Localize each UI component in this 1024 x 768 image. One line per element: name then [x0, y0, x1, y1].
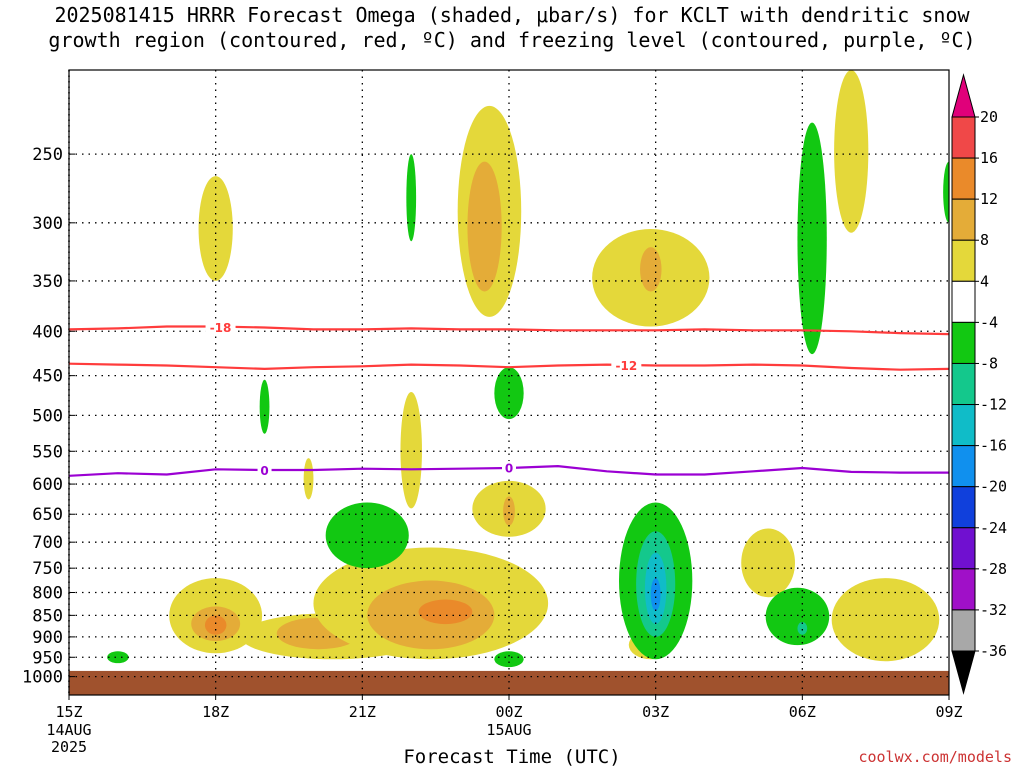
contour-line-minus12-1 [69, 362, 949, 371]
x-tick-label-06Z: 06Z [789, 703, 816, 721]
colorbar-bin-6 [951, 362, 976, 406]
y-tick-label-550: 550 [32, 442, 63, 462]
grid-layer [68, 70, 949, 695]
colorbar-label--32: -32 [980, 601, 1007, 619]
y-tick-label-400: 400 [32, 322, 63, 342]
y-tick-label-850: 850 [32, 606, 63, 626]
omega-region-omega-4-8-5 [834, 70, 869, 233]
omega-region-omega-m4-m8-32 [765, 587, 830, 646]
y-tick-label-700: 700 [32, 533, 63, 553]
x-tick-label-03Z: 03Z [642, 703, 669, 721]
x-axis-title: Forecast Time (UTC) [403, 746, 621, 768]
colorbar-bin-0 [951, 116, 976, 159]
contour-label-2: 0 [260, 464, 268, 478]
colorbar-label-8: 8 [980, 231, 989, 249]
contour-label-bg-0 [205, 320, 236, 335]
omega-region-omega-4-8-0 [198, 176, 233, 281]
colorbar-label--12: -12 [980, 396, 1007, 414]
omega-region-omega-8-12-2 [467, 161, 502, 292]
y-tick-label-650: 650 [32, 505, 63, 525]
omega-region-omega-8-12-9 [503, 496, 515, 526]
omega-region-omega-m4-m8-25 [259, 379, 270, 434]
colorbar-label-12: 12 [980, 190, 998, 208]
colorbar-label--24: -24 [980, 519, 1007, 537]
colorbar-bin-10 [951, 527, 976, 570]
colorbar-bin-5 [951, 321, 976, 364]
colorbar-label--16: -16 [980, 437, 1007, 455]
omega-region-omega-4-8-20 [741, 528, 795, 598]
x-tick-label-21Z: 21Z [349, 703, 376, 721]
y-tick-label-250: 250 [32, 145, 63, 165]
omega-region-omega-m8-m12-33 [797, 621, 808, 635]
x-tick-label-09Z: 09Z [935, 703, 962, 721]
y-tick-label-950: 950 [32, 648, 63, 668]
omega-region-omega-m4-m8-34 [107, 651, 129, 664]
colorbar-bin-4 [951, 280, 976, 323]
x-tick-label-00Z: 00Z [495, 703, 522, 721]
colorbar: 20 16 12 8 4 -4 -8 -12 -16 -20 -24 -28 -32 -36 [951, 73, 1007, 695]
omega-region-omega-m4-m8-23 [797, 122, 827, 355]
omega-region-omega-12-16-17 [418, 599, 473, 625]
omega-region-omega-m4-m8-24 [943, 161, 949, 223]
y-tick-label-450: 450 [32, 367, 63, 387]
colorbar-top-triangle [951, 73, 976, 118]
colorbar-bin-12 [951, 609, 976, 652]
omega-region-omega-4-8-21 [831, 578, 940, 662]
y-axis-pressure: 2503003504004505005506006507007508008509… [22, 145, 75, 688]
y-tick-label-600: 600 [32, 475, 63, 495]
colorbar-bin-3 [951, 239, 976, 282]
colorbar-label-20: 20 [980, 108, 998, 126]
omega-region-omega-8-12-4 [640, 247, 662, 292]
x-tick-label-18Z: 18Z [202, 703, 229, 721]
omega-region-omega-m16-m20-31 [650, 578, 661, 611]
y-tick-label-350: 350 [32, 272, 63, 292]
contour-label-1: -12 [615, 359, 637, 373]
x-tick-sublabel-15AUG: 15AUG [486, 721, 531, 739]
contour-label-3: 0 [505, 462, 513, 476]
colorbar-bottom-triangle [951, 650, 976, 695]
colorbar-label-16: 16 [980, 149, 998, 167]
chart-title-line-1: 2025081415 HRRR Forecast Omega (shaded, … [54, 3, 970, 27]
omega-region-omega-12-16-12 [204, 615, 227, 635]
colorbar-label--36: -36 [980, 642, 1007, 660]
colorbar-label-4: 4 [980, 272, 989, 290]
y-tick-label-900: 900 [32, 628, 63, 648]
colorbar-label--20: -20 [980, 478, 1007, 496]
y-tick-label-300: 300 [32, 214, 63, 234]
x-tick-label-15Z: 15Z [55, 703, 82, 721]
colorbar-bin-9 [951, 486, 976, 529]
y-tick-label-800: 800 [32, 584, 63, 604]
contour-label-bg-3 [502, 461, 516, 476]
colorbar-label--8: -8 [980, 354, 998, 372]
contour-label-0: -18 [210, 321, 232, 335]
omega-region-omega-4-8-7 [400, 392, 422, 509]
x-tick-sublabel-14AUG: 14AUG [46, 721, 91, 739]
x-tick-sublabel-2025: 2025 [51, 738, 87, 756]
omega-region-omega-m4-m8-27 [325, 502, 409, 569]
colorbar-bin-7 [951, 404, 976, 447]
omega-region-omega-4-8-6 [303, 458, 314, 500]
omega-region-omega-m4-m8-22 [406, 154, 417, 242]
chart-title-line-2: growth region (contoured, red, ºC) and f… [48, 28, 976, 52]
omega-region-omega-m4-m8-35 [494, 651, 524, 668]
colorbar-label--28: -28 [980, 560, 1007, 578]
omega-region-omega-m4-m8-26 [494, 367, 524, 420]
y-tick-label-500: 500 [32, 406, 63, 426]
credit-link[interactable]: coolwx.com/models [858, 748, 1012, 766]
colorbar-label--4: -4 [980, 313, 998, 331]
colorbar-bin-8 [951, 445, 976, 488]
contour-labels: -18 -12 0 0 [205, 320, 642, 478]
contour-label-bg-2 [257, 463, 272, 478]
contour-label-bg-1 [611, 358, 642, 373]
y-tick-label-1000: 1000 [22, 668, 63, 688]
colorbar-bin-2 [951, 198, 976, 241]
colorbar-bin-11 [951, 568, 976, 611]
colorbar-bin-1 [951, 157, 976, 200]
y-tick-label-750: 750 [32, 559, 63, 579]
